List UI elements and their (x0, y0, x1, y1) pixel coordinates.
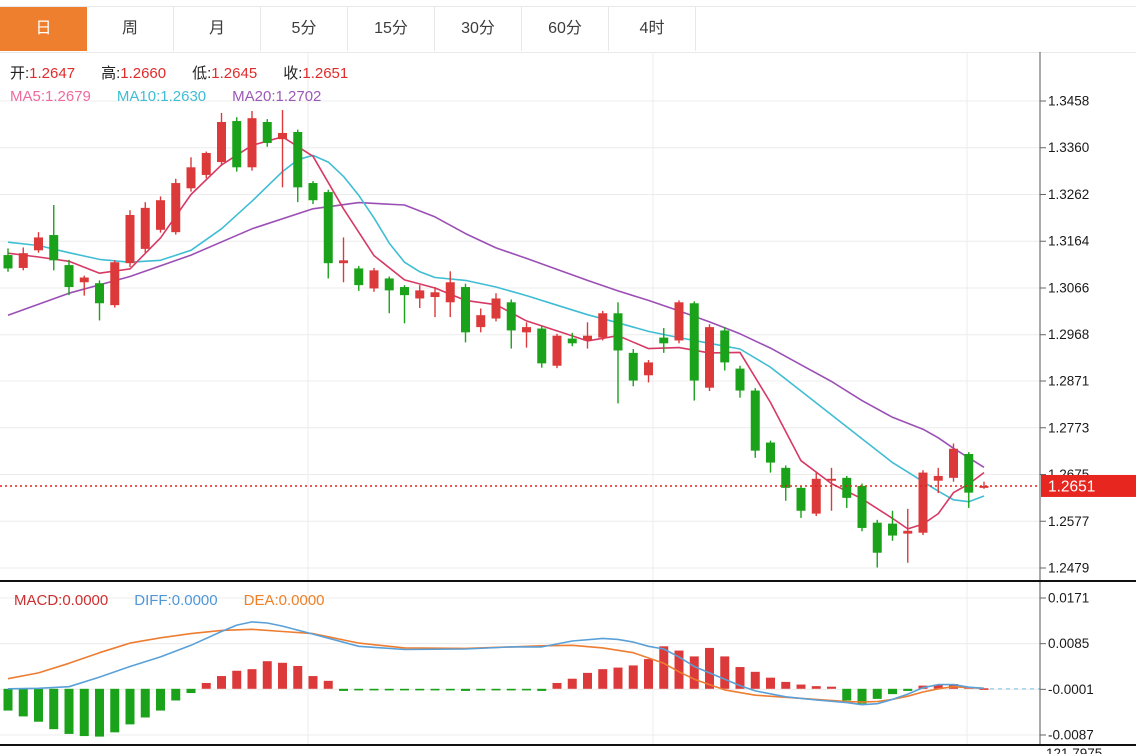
y-axis-label: 1.3458 (1048, 94, 1089, 109)
clipped-axis-label: 121.7975 (1046, 746, 1103, 754)
candles-layer (3, 110, 989, 568)
y-axis-label: 0.0171 (1048, 591, 1089, 606)
y-axis-label: -0.0001 (1048, 682, 1094, 697)
legend-item: 收:1.2651 (283, 65, 349, 82)
y-axis-label: 1.2479 (1048, 561, 1089, 576)
tab-day[interactable]: 日 (0, 7, 87, 51)
legend-item: DEA:0.0000 (243, 592, 325, 609)
legend-item: 低:1.2645 (192, 65, 258, 82)
macd-chart[interactable]: 0.0171 0.0085 -0.0001 -0.0087 (0, 582, 1136, 744)
y-axis-label: 1.2773 (1048, 420, 1089, 435)
tab-30min[interactable]: 30分 (435, 7, 522, 51)
y-axis-label: 1.2871 (1048, 374, 1089, 389)
bottom-divider (0, 744, 1136, 746)
current-price-badge (1041, 474, 1136, 497)
y-axis-label: 1.2968 (1048, 327, 1089, 342)
tab-5min[interactable]: 5分 (261, 7, 348, 51)
y-axis-label: 1.3164 (1048, 234, 1090, 249)
y-axis-label: 1.3360 (1048, 140, 1089, 155)
macd-legend: MACD:0.0000 DIFF:0.0000 DEA:0.0000 (14, 592, 325, 609)
legend-item: 高:1.2660 (101, 65, 167, 82)
y-axis-label: 0.0085 (1048, 636, 1089, 651)
legend-item: MA20:1.2702 (232, 88, 322, 105)
tab-4hour[interactable]: 4时 (609, 7, 696, 51)
legend-item: MA10:1.2630 (116, 88, 207, 105)
candlestick-chart[interactable]: 1.3458 1.3360 1.3262 1.3164 1.3066 1.2968 1.28… (0, 52, 1136, 580)
tab-month[interactable]: 月 (174, 7, 261, 51)
macd-histogram (3, 646, 989, 737)
y-axis-label: -0.0087 (1048, 728, 1094, 743)
legend-item: MACD:0.0000 (14, 592, 109, 609)
clipped-next-panel: 121.7975 (0, 746, 1136, 754)
tab-60min[interactable]: 60分 (522, 7, 609, 51)
legend-item: MA5:1.2679 (10, 88, 91, 105)
panel-divider (0, 580, 1136, 582)
timeframe-tabbar: 日周月 5分 15分 30分 60分 4时 (0, 6, 1136, 53)
current-price-badge-value: 1.2651 (1048, 478, 1095, 495)
y-axis-label: 1.2577 (1048, 514, 1089, 529)
tab-week[interactable]: 周 (87, 7, 174, 51)
ohlc-readout: 开:1.2647 高:1.2660 低:1.2645 收:1.2651 (10, 62, 348, 83)
legend-item: 开:1.2647 (10, 65, 76, 82)
ma-legend: MA5:1.2679 MA10:1.2630 MA20:1.2702 (10, 88, 321, 105)
y-axis-label: 1.3066 (1048, 280, 1089, 295)
legend-item: DIFF:0.0000 (134, 592, 218, 609)
y-axis-label: 1.3262 (1048, 187, 1089, 202)
tab-15min[interactable]: 15分 (348, 7, 435, 51)
